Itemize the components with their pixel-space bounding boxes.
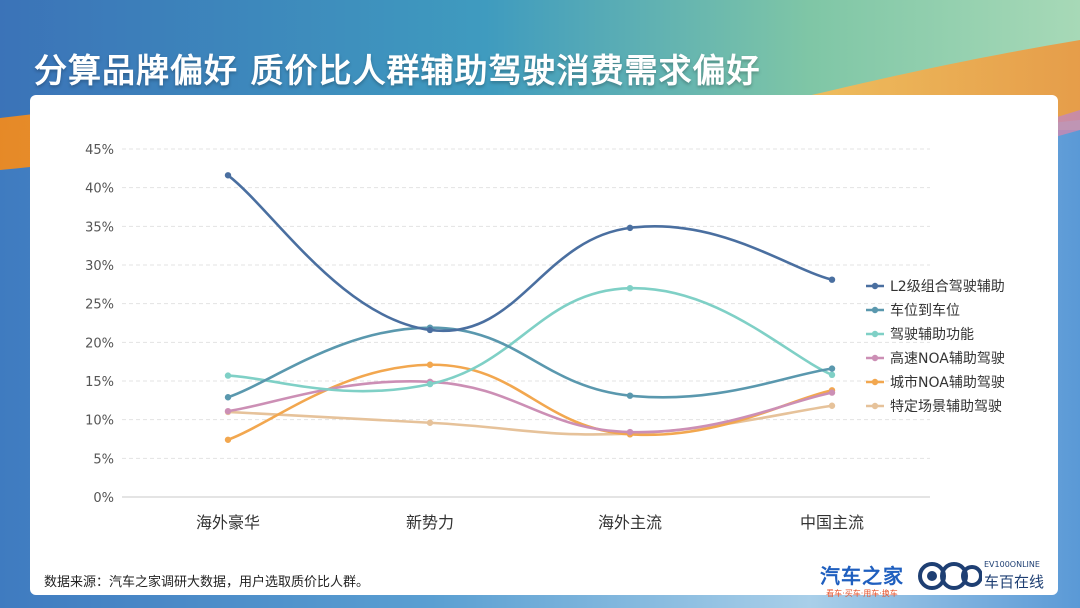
y-tick-label: 25% [85,298,114,313]
x-tick-label: 中国主流 [800,513,864,532]
data-point [224,394,232,401]
legend-label: 特定场景辅助驾驶 [890,399,1002,415]
ev100-logo-en: EV100ONLINE [984,560,1040,569]
series-line [226,363,834,442]
legend-label: 城市NOA辅助驾驶 [890,374,1005,391]
autohome-logo: 汽车之家 看车·买车·用车·换车 [812,560,912,599]
legend-marker [871,402,879,410]
ev100-logo: EV100ONLINE 车百在线 [918,558,1058,594]
y-tick-label: 15% [85,375,114,390]
x-tick-label: 海外豪华 [196,513,260,532]
data-point [224,372,232,379]
data-point [828,389,836,396]
data-point [828,371,836,379]
series-line [226,326,834,399]
data-point [828,402,836,409]
x-tick-label: 新势力 [406,513,454,532]
series-line [226,286,834,393]
page-title: 分算品牌偏好 质价比人群辅助驾驶消费需求偏好 [34,51,761,90]
data-point [224,172,232,179]
ev100-rings-icon [918,562,982,590]
legend-label: L2级组合驾驶辅助 [890,279,1005,295]
data-point [426,419,434,426]
y-tick-label: 30% [85,259,114,274]
legend-marker [871,306,879,314]
data-point [626,285,634,292]
data-point [626,224,634,232]
chart-panel [30,95,1058,595]
series-line [226,379,834,434]
legend-marker [871,282,879,290]
autohome-logo-name: 汽车之家 [820,564,904,588]
data-point [426,361,434,368]
y-tick-label: 10% [85,414,114,429]
legend-marker [871,378,879,386]
ev100-logo-cn: 车百在线 [984,573,1045,591]
y-tick-label: 5% [93,452,114,467]
x-tick-label: 海外主流 [598,513,662,532]
y-tick-label: 0% [93,491,114,506]
series-line [226,173,834,333]
series-line [226,404,834,436]
legend-label: 高速NOA辅助驾驶 [890,350,1005,367]
legend-label: 车位到车位 [890,302,960,319]
y-tick-label: 20% [85,336,114,351]
legend-marker [871,354,879,362]
data-point [626,392,634,399]
data-point [426,326,434,334]
y-tick-label: 45% [85,143,114,158]
legend-label: 驾驶辅助功能 [890,327,974,343]
data-point [626,428,634,436]
data-point [224,407,232,415]
data-point [426,380,434,388]
data-point [828,276,836,283]
y-tick-label: 35% [85,220,114,235]
data-point [828,365,836,372]
autohome-logo-tagline: 看车·买车·用车·换车 [826,589,898,598]
legend-marker [871,330,879,338]
data-point [224,436,232,443]
data-source-note: 数据来源：汽车之家调研大数据，用户选取质价比人群。 [44,575,370,590]
y-tick-label: 40% [85,182,114,197]
